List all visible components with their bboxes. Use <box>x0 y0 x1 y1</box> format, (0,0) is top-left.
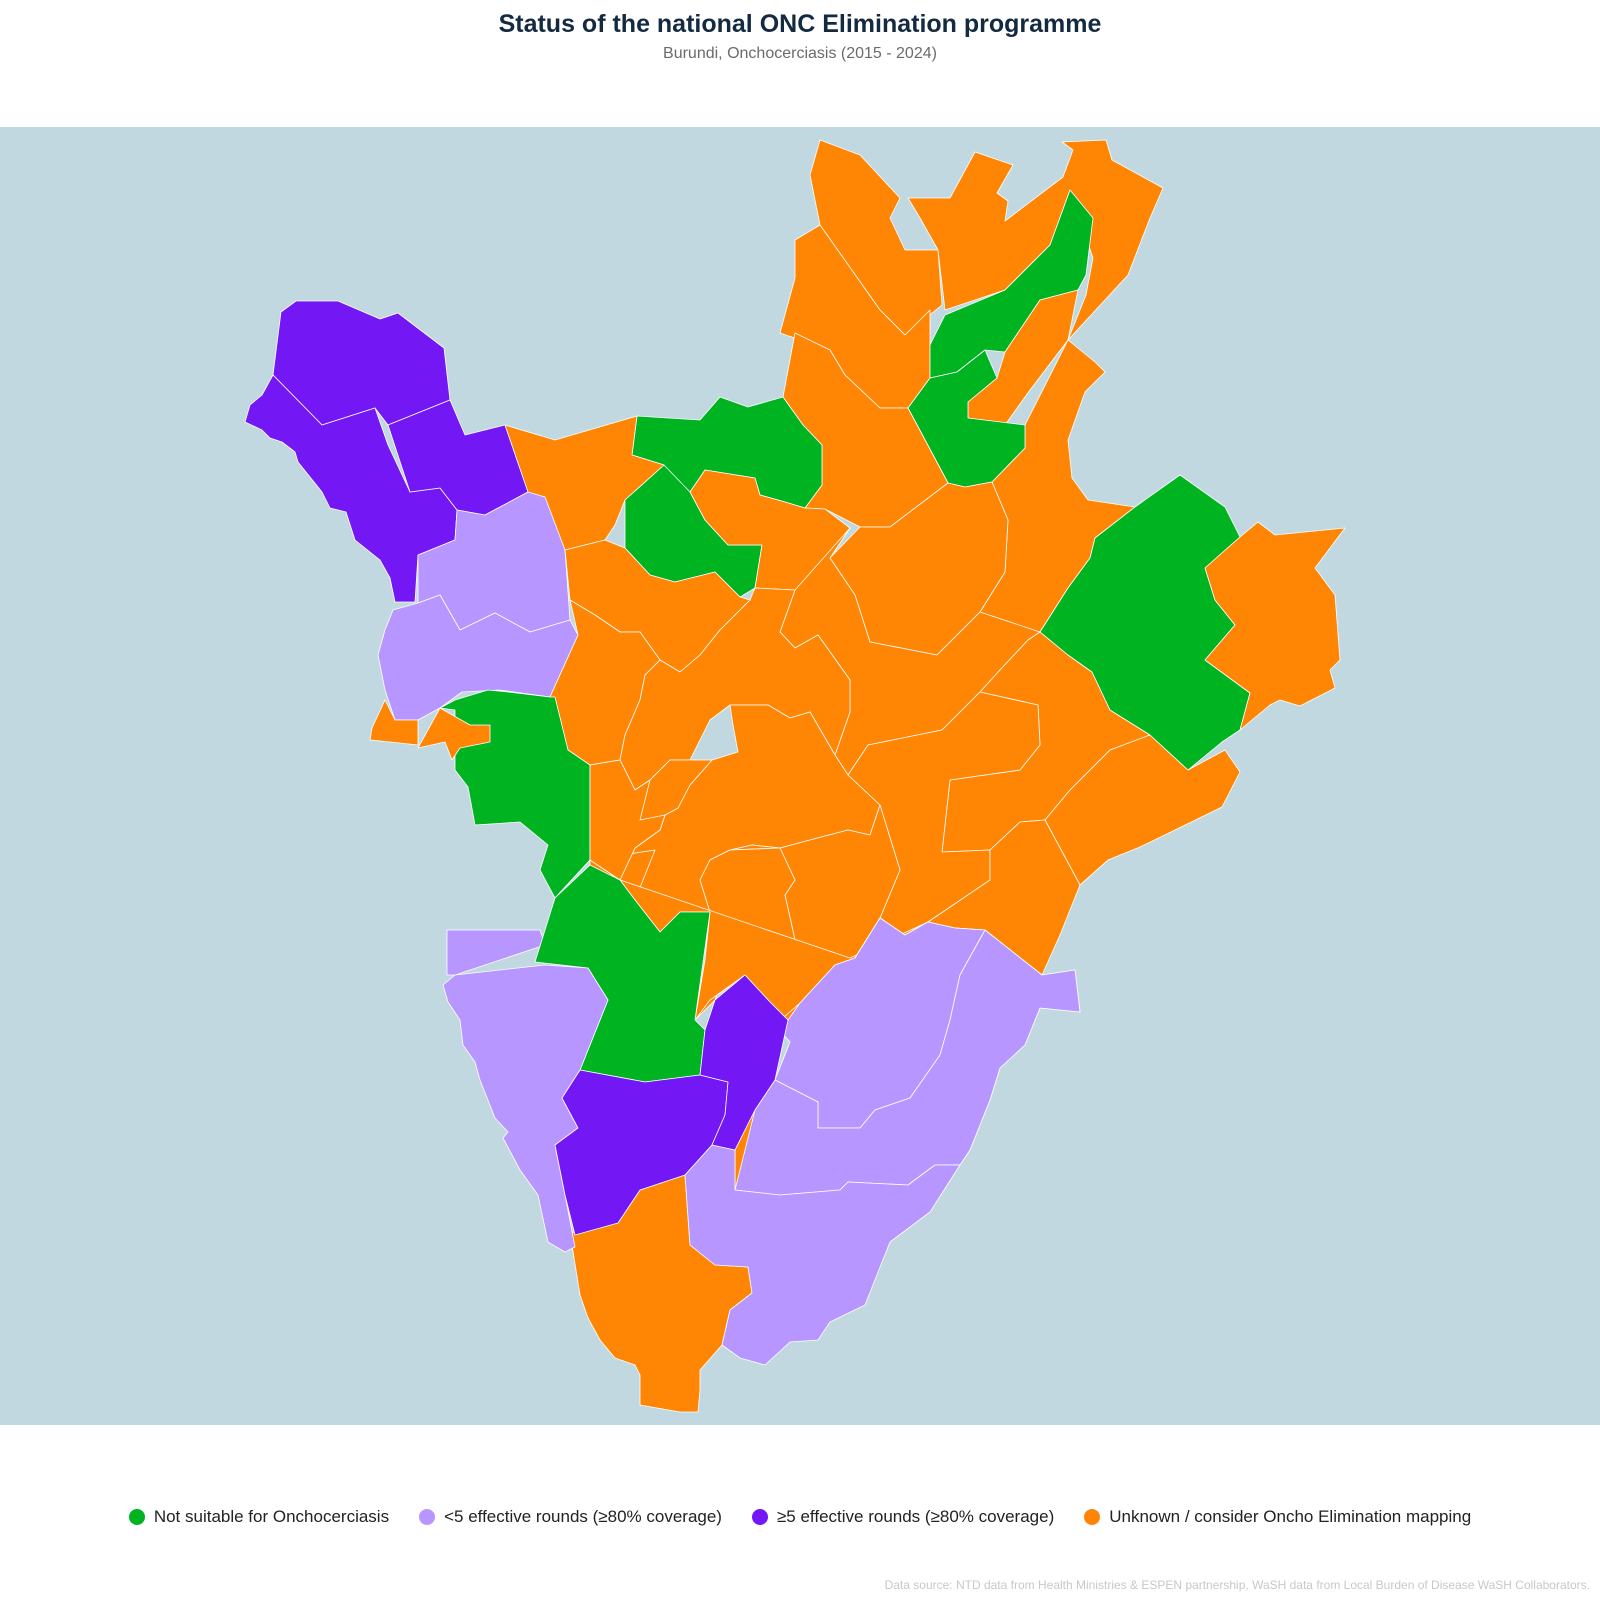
district-region-lt5 <box>446 929 546 976</box>
district-region-lt5 <box>442 964 609 1253</box>
legend-swatch <box>1084 1509 1101 1525</box>
map-subtitle: Burundi, Onchocerciasis (2015 - 2024) <box>663 45 937 62</box>
legend: Not suitable for Onchocerciasis <5 effect… <box>0 1507 1600 1527</box>
legend-label: ≥5 effective rounds (≥80% coverage) <box>776 1507 1055 1526</box>
legend-item-ge5: ≥5 effective rounds (≥80% coverage) <box>751 1507 1055 1527</box>
data-source-note: Data source: NTD data from Health Minist… <box>884 1578 1590 1592</box>
legend-swatch <box>419 1509 436 1525</box>
district-region-ge5 <box>699 974 789 1151</box>
legend-label: <5 effective rounds (≥80% coverage) <box>444 1507 722 1526</box>
district-region-lt5 <box>377 594 579 721</box>
district-region-unknown <box>417 707 491 761</box>
legend-swatch <box>128 1509 145 1525</box>
district-region-unknown <box>809 139 943 336</box>
legend-item-not-suitable: Not suitable for Onchocerciasis <box>128 1507 390 1527</box>
district-region-unknown <box>589 759 666 881</box>
legend-label: Not suitable for Onchocerciasis <box>153 1507 390 1526</box>
district-region-unknown <box>1204 521 1346 731</box>
legend-label: Unknown / consider Oncho Elimination map… <box>1109 1507 1472 1526</box>
map-panel <box>0 127 1600 1425</box>
burundi-map <box>244 139 1346 1413</box>
map-title: Status of the national ONC Elimination p… <box>498 10 1102 38</box>
district-region-unknown <box>369 699 419 746</box>
legend-item-unknown: Unknown / consider Oncho Elimination map… <box>1084 1507 1471 1527</box>
district-region-lt5 <box>684 1144 961 1366</box>
legend-swatch <box>751 1509 768 1525</box>
legend-item-lt5: <5 effective rounds (≥80% coverage) <box>419 1507 722 1527</box>
